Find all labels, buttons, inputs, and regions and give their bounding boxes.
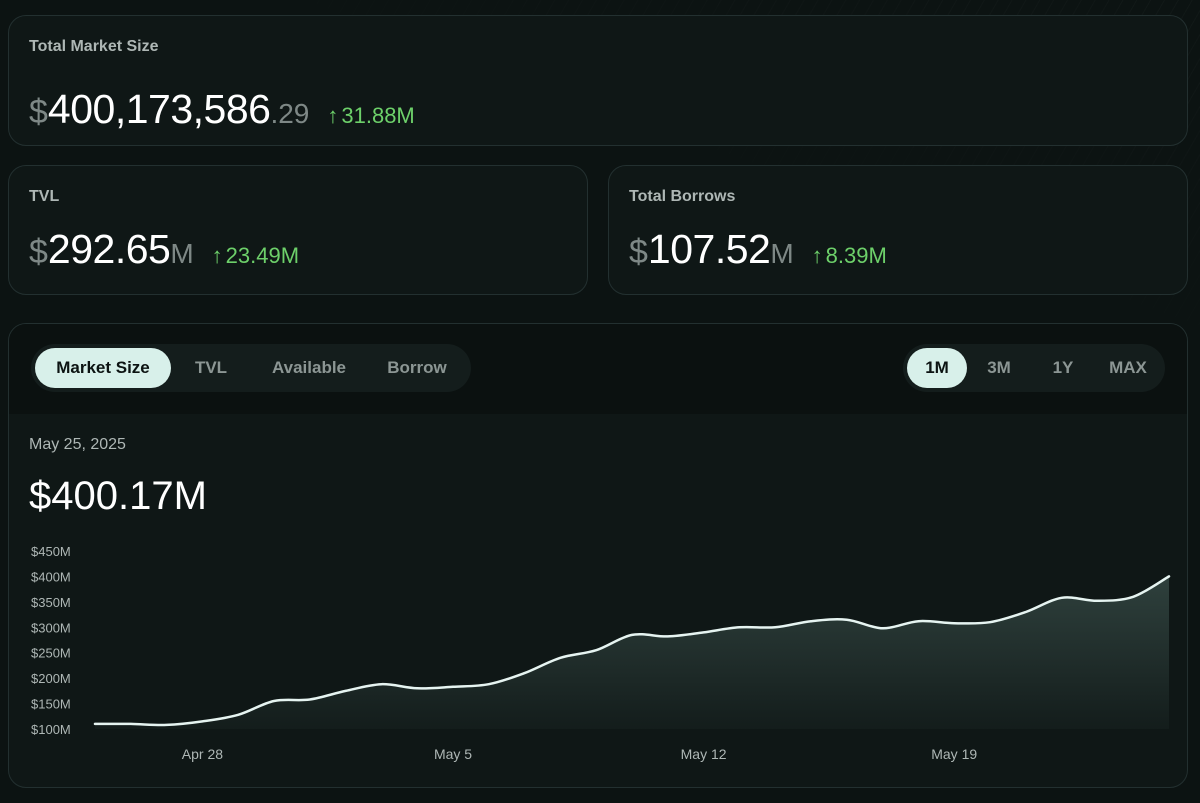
total-market-size-decimals: .29 [270,98,310,129]
range-1y[interactable]: 1Y [1052,358,1074,377]
tvl-main: 292.65 [47,226,171,272]
total-market-size-value: $ 400,173,586 .29 ↑ 31.88M [29,86,415,133]
y-tick-label: $350M [31,595,71,610]
arrow-up-icon: ↑ [211,243,223,268]
arrow-up-icon: ↑ [327,103,339,128]
y-tick-label: $200M [31,671,71,686]
chart-toolbar: Market Size TVL Available Borrow 1M 3M 1… [9,324,1187,414]
selected-value: $400.17M [29,474,207,518]
total-borrows-delta-value: 8.39M [825,243,887,268]
metric-tab-group: Market Size TVL Available Borrow [31,344,471,392]
total-borrows-card: Total Borrows $ 107.52 M ↑ 8.39M [608,165,1188,295]
chart-line-series [93,575,1171,727]
tvl-unit: M [170,238,194,269]
tab-available[interactable]: Available [271,358,347,377]
total-borrows-title: Total Borrows [629,188,736,205]
x-tick-label: May 19 [931,746,977,762]
chart-area-fill [95,576,1169,729]
tab-market-size[interactable]: Market Size [35,348,171,388]
range-1m[interactable]: 1M [907,348,967,388]
total-market-size-main: 400,173,586 [47,86,271,132]
tab-tvl[interactable]: TVL [194,358,228,377]
y-tick-label: $100M [31,722,71,737]
currency-symbol: $ [29,233,48,271]
tvl-card: TVL $ 292.65 M ↑ 23.49M [8,165,588,295]
total-market-size-title: Total Market Size [29,38,159,55]
chart-card: Market Size TVL Available Borrow 1M 3M 1… [8,323,1188,788]
range-tab-group: 1M 3M 1Y MAX [903,344,1165,392]
y-tick-label: $450M [31,544,71,559]
total-market-size-card: Total Market Size $ 400,173,586 .29 ↑ 31… [8,15,1188,146]
total-borrows-value: $ 107.52 M ↑ 8.39M [629,226,887,273]
tvl-title: TVL [29,188,60,205]
arrow-up-icon: ↑ [811,243,823,268]
total-borrows-delta: ↑ 8.39M [812,243,887,269]
total-borrows-main: 107.52 [647,226,771,272]
market-size-chart[interactable]: $100M $150M $200M $250M $300M $350M $400M $450M… [9,539,1188,779]
y-axis: $100M $150M $200M $250M $300M $350M $400M $450M [31,544,71,737]
tvl-delta: ↑ 23.49M [212,243,299,269]
tvl-delta-value: 23.49M [225,243,300,268]
currency-symbol: $ [29,93,48,131]
x-tick-label: Apr 28 [182,746,223,762]
x-axis: Apr 28 May 5 May 12 May 19 [182,746,978,762]
y-tick-label: $150M [31,697,71,712]
selected-date: May 25, 2025 [29,436,126,453]
y-tick-label: $250M [31,646,71,661]
total-market-size-delta: ↑ 31.88M [327,103,414,129]
y-tick-label: $400M [31,569,71,584]
currency-symbol: $ [629,233,648,271]
tvl-value: $ 292.65 M ↑ 23.49M [29,226,299,273]
y-tick-label: $300M [31,620,71,635]
tab-borrow[interactable]: Borrow [387,358,447,377]
x-tick-label: May 5 [434,746,472,762]
x-tick-label: May 12 [681,746,727,762]
total-borrows-unit: M [770,238,794,269]
range-3m[interactable]: 3M [987,358,1011,377]
range-max[interactable]: MAX [1109,358,1147,377]
total-market-size-delta-value: 31.88M [341,103,415,128]
